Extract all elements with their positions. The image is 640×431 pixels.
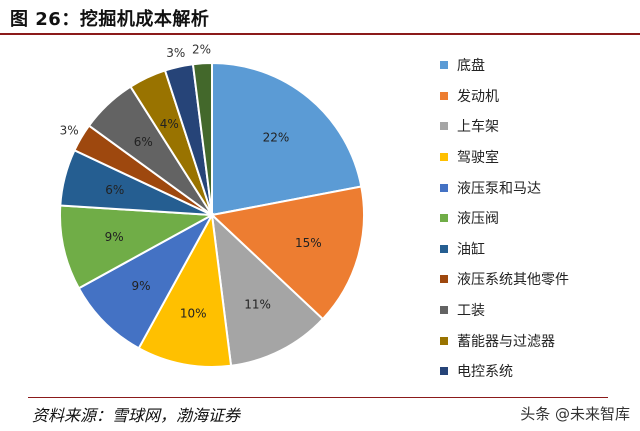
legend-item: 液压泵和马达: [440, 172, 635, 203]
legend-item: 底盘: [440, 50, 635, 81]
pie-data-label: 9%: [132, 279, 151, 293]
pie-data-labels: 22% 15% 11% 10% 9% 9% 6% 3% 6% 4% 3% 2%: [60, 42, 322, 320]
pie-data-label: 11%: [244, 297, 271, 311]
pie-slice: [59, 204, 216, 290]
legend-item: 发动机: [440, 81, 635, 112]
legend-swatch: [440, 336, 448, 345]
title-divider: [0, 33, 640, 35]
legend-swatch: [440, 61, 448, 70]
source-note: 资料来源：雪球网，渤海证券: [32, 406, 241, 425]
pie-slice: [211, 61, 363, 217]
legend-swatch: [440, 244, 448, 253]
legend-item: 驾驶室: [440, 142, 635, 173]
legend-item: 液压系统其他零件: [440, 264, 635, 295]
pie-slice: [137, 211, 233, 368]
legend-swatch: [440, 275, 448, 284]
legend-label: 液压系统其他零件: [457, 272, 569, 289]
legend-swatch: [440, 122, 448, 131]
figure-title: 图 26：挖掘机成本解析: [10, 9, 210, 30]
pie-slice: [191, 61, 213, 216]
pie-data-label: 22%: [263, 131, 290, 145]
legend-label: 电控系统: [457, 364, 513, 381]
watermark: 头条 @未来智库: [520, 405, 630, 423]
pie-slice: [210, 212, 325, 367]
legend-label: 驾驶室: [457, 150, 499, 167]
pie-data-label: 6%: [105, 183, 124, 197]
legend-swatch: [440, 183, 448, 192]
legend-item: 液压阀: [440, 203, 635, 234]
legend-swatch: [440, 306, 448, 315]
pie-slices: [59, 61, 365, 368]
legend-label: 蓄能器与过滤器: [457, 333, 555, 350]
pie-slice: [209, 185, 365, 321]
legend-label: 发动机: [457, 88, 499, 105]
pie-slice: [77, 212, 215, 350]
pie-data-label: 2%: [192, 42, 211, 56]
legend-item: 蓄能器与过滤器: [440, 325, 635, 356]
legend-item: 油缸: [440, 234, 635, 265]
pie-data-label: 3%: [60, 123, 79, 137]
pie-data-label: 3%: [166, 46, 185, 60]
legend-swatch: [440, 91, 448, 100]
legend-label: 油缸: [457, 241, 485, 258]
pie-data-label: 6%: [134, 135, 153, 149]
legend-swatch: [440, 367, 448, 376]
legend-item: 电控系统: [440, 356, 635, 387]
legend-label: 上车架: [457, 119, 499, 136]
legend-item: 工装: [440, 295, 635, 326]
legend-label: 液压泵和马达: [457, 180, 541, 197]
title-bar: 图 26：挖掘机成本解析: [0, 0, 640, 35]
legend-label: 液压阀: [457, 211, 499, 228]
pie-data-label: 9%: [105, 230, 124, 244]
legend-swatch: [440, 153, 448, 162]
legend-label: 底盘: [457, 58, 485, 75]
pie-chart: 22% 15% 11% 10% 9% 9% 6% 3% 6% 4% 3% 2%: [59, 42, 365, 368]
legend-item: 上车架: [440, 111, 635, 142]
chart-legend: 底盘发动机上车架驾驶室液压泵和马达 液压阀油缸液压系统其他零件 工装蓄能器与过滤器电…: [440, 50, 635, 387]
legend-label: 工装: [457, 303, 485, 320]
source-divider: [28, 397, 608, 398]
legend-swatch: [440, 214, 448, 223]
pie-data-label: 4%: [160, 117, 179, 131]
pie-data-label: 10%: [180, 307, 207, 321]
pie-data-label: 15%: [295, 236, 322, 250]
